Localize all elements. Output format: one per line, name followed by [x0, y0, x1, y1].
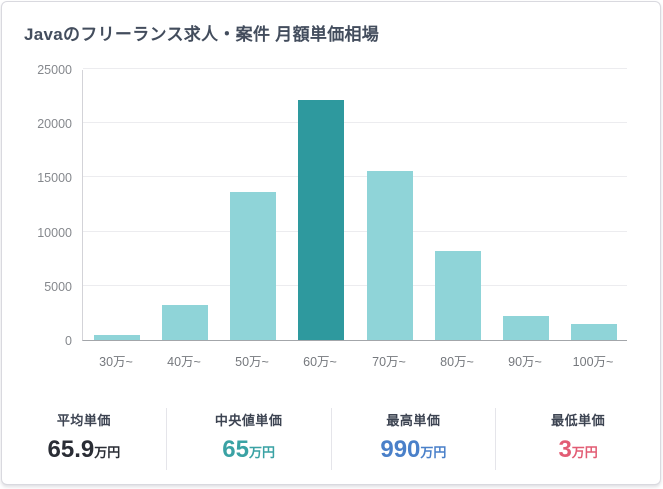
stat-median: 中央値単価 65万円 [165, 408, 331, 470]
x-axis-label: 50万~ [235, 355, 269, 369]
stat-unit: 万円 [248, 445, 275, 460]
stat-unit: 万円 [94, 445, 121, 460]
x-axis-label: 30万~ [99, 355, 133, 369]
stat-label: 最高単価 [386, 413, 441, 428]
x-axis-label: 40万~ [167, 355, 201, 369]
y-axis-label: 15000 [37, 171, 72, 185]
stat-max: 最高単価 990万円 [330, 408, 496, 470]
stat-value: 65 [222, 436, 249, 463]
chart-bar[interactable] [435, 251, 481, 340]
x-axis-label: 80万~ [440, 355, 474, 369]
chart-bar[interactable] [571, 324, 617, 340]
y-axis-label: 25000 [37, 63, 72, 77]
y-axis-label: 5000 [44, 280, 72, 294]
stat-value: 3 [558, 436, 572, 463]
y-axis-label: 10000 [37, 226, 72, 240]
stat-label: 平均単価 [56, 413, 111, 428]
y-axis-label: 0 [65, 334, 72, 348]
chart-bar[interactable] [162, 305, 208, 340]
x-axis-label: 70万~ [372, 355, 406, 369]
gridline [83, 122, 627, 123]
gridline [83, 231, 627, 232]
stat-average: 平均単価 65.9万円 [2, 408, 166, 470]
stat-value: 65.9 [47, 436, 95, 463]
stat-label: 最低単価 [551, 413, 606, 428]
stat-label: 中央値単価 [214, 413, 283, 428]
gridline [83, 285, 627, 286]
bar-chart: 0 5000 10000 15000 20000 25000 30万~ 40万~ 50万~ 60万… [2, 56, 660, 372]
stat-unit: 万円 [571, 445, 598, 460]
y-axis-label: 20000 [37, 117, 72, 131]
stat-unit: 万円 [420, 445, 447, 460]
gridline [83, 68, 627, 69]
stat-min: 最低単価 3万円 [495, 408, 660, 470]
stats-row: 平均単価 65.9万円 中央値単価 65万円 最高単価 990万円 最低単価 3… [2, 408, 660, 470]
chart-bar[interactable] [367, 171, 413, 340]
x-axis-label: 100万~ [572, 355, 614, 369]
x-axis-label: 60万~ [303, 355, 337, 369]
x-axis-label: 90万~ [508, 355, 542, 369]
chart-bar[interactable] [298, 100, 344, 340]
gridline [83, 176, 627, 177]
chart-bar[interactable] [230, 192, 276, 340]
chart-title: Javaのフリーランス求人・案件 月額単価相場 [24, 25, 380, 44]
stat-value: 990 [380, 436, 421, 463]
plot-area [82, 68, 627, 341]
chart-bar[interactable] [503, 316, 549, 340]
chart-bar[interactable] [94, 335, 140, 340]
